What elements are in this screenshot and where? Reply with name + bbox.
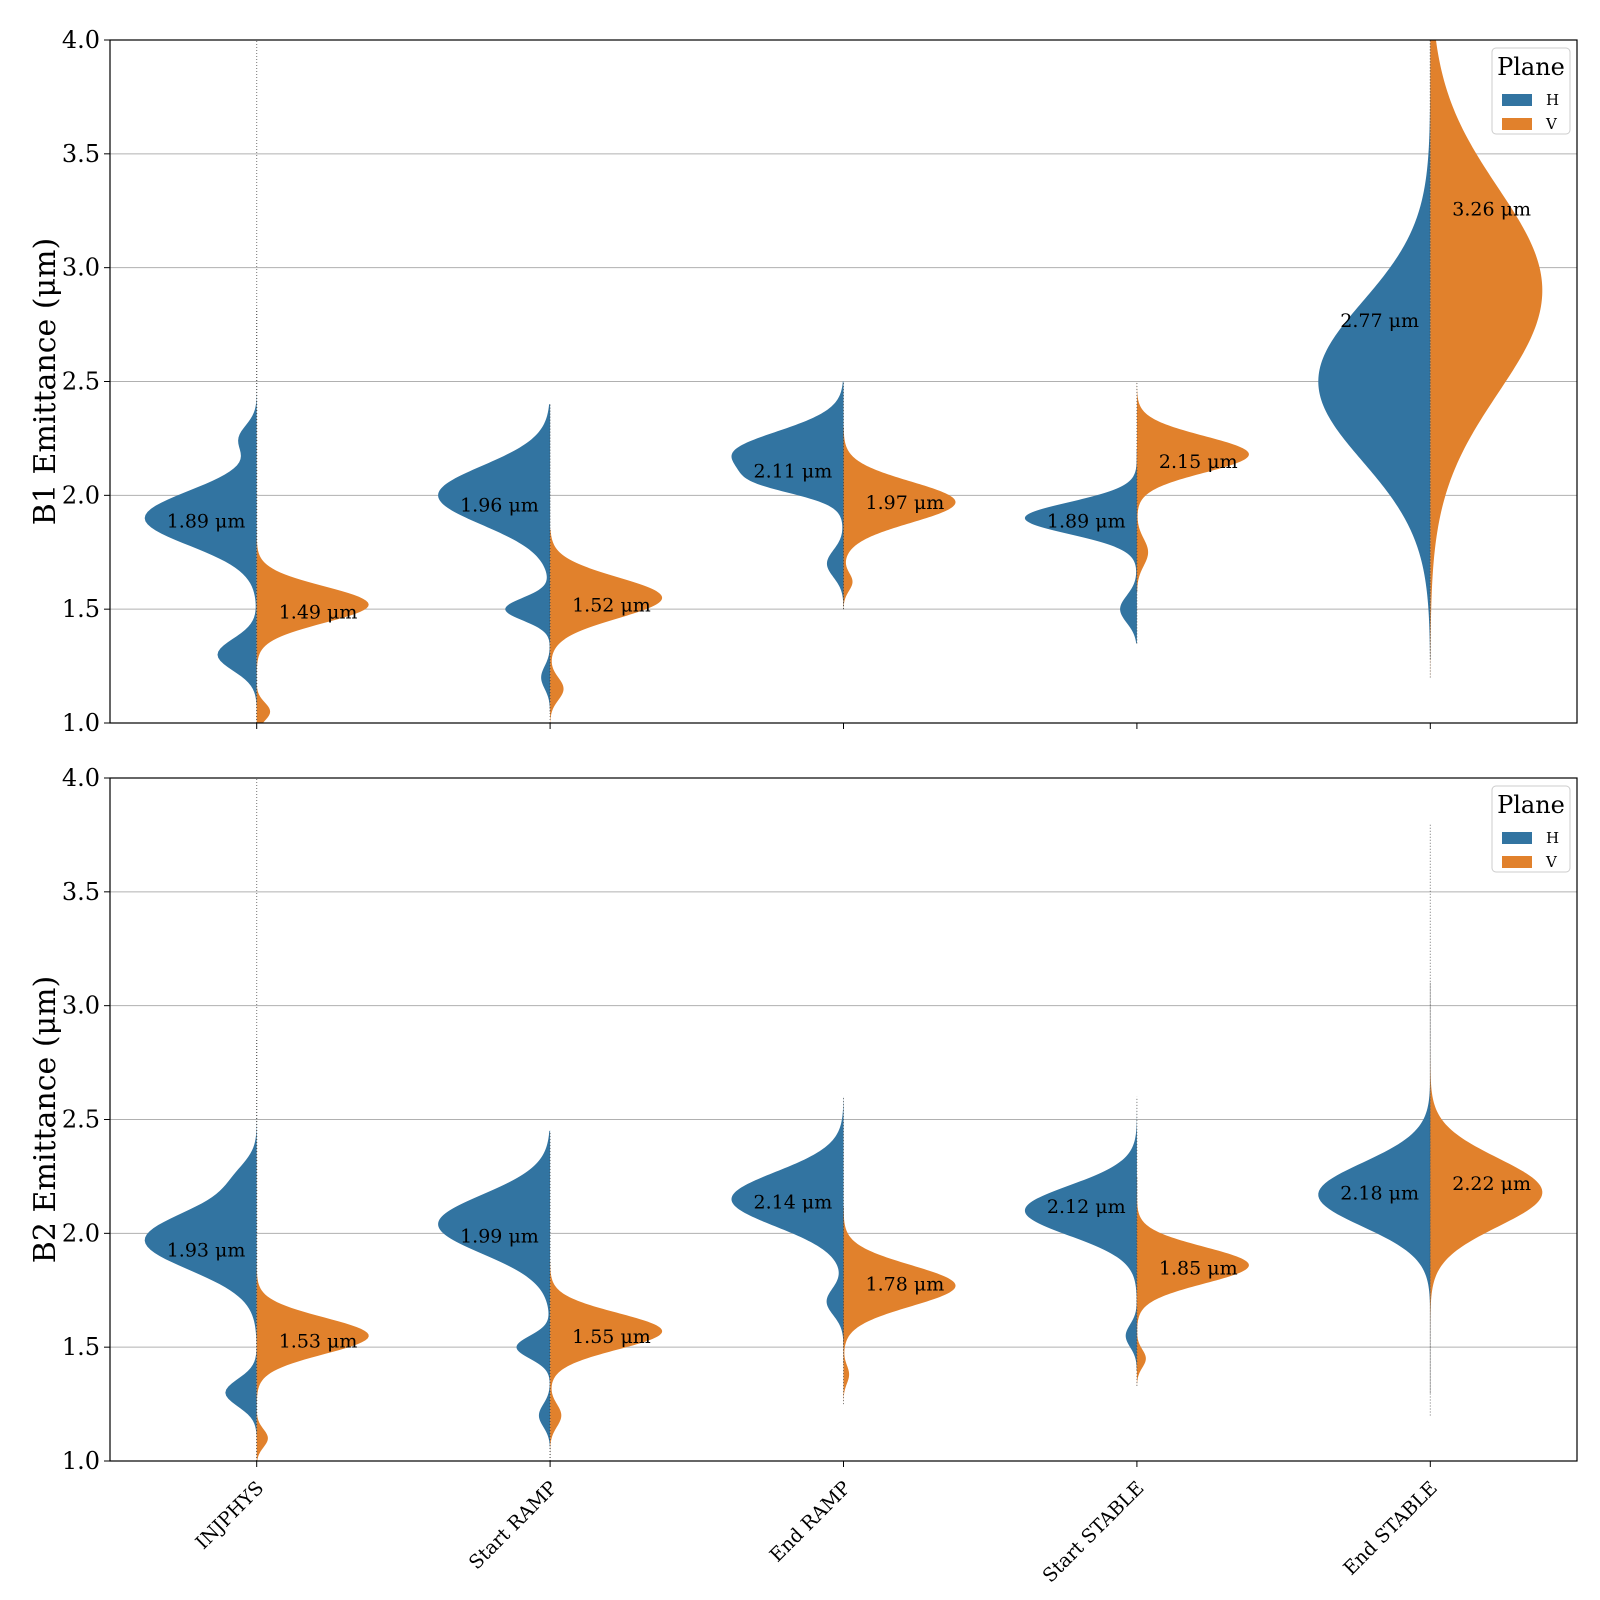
panel-b1: 1.0 1.5 2.0 2.5 3.0 3.5 4.0 1.89 μm 1.96 μm 2.11 … (28, 26, 1578, 737)
violin-h-3 (1024, 449, 1137, 644)
violin-h-2 (731, 1096, 844, 1364)
legend-entry-label: V (1545, 853, 1558, 871)
violin-v-3 (1136, 381, 1249, 591)
legend-entry-label: V (1545, 115, 1558, 133)
legend-swatch-h (1502, 832, 1532, 844)
median-label: 1.89 μm (167, 510, 246, 532)
y-tick-label: 2.0 (62, 481, 100, 509)
violin-v-3 (1136, 1176, 1249, 1386)
y-tick-label: 2.5 (62, 368, 100, 396)
median-label: 1.89 μm (1047, 510, 1126, 532)
median-label: 1.78 μm (866, 1273, 945, 1295)
median-label: 1.49 μm (279, 601, 358, 623)
median-label: 1.85 μm (1159, 1257, 1238, 1279)
y-tick-label: 3.0 (62, 992, 100, 1020)
median-label: 1.53 μm (279, 1330, 358, 1352)
y-tick-label: 4.0 (62, 764, 100, 792)
x-category-label: Start RAMP (465, 1477, 562, 1574)
x-category-label: INJPHYS (191, 1477, 268, 1554)
legend-swatch-h (1502, 94, 1532, 106)
y-axis-label: B2 Emittance (μm) (28, 976, 63, 1263)
legend: Plane HV (1491, 47, 1571, 135)
legend-entry-label: H (1546, 91, 1559, 109)
median-label: 2.14 μm (754, 1191, 833, 1213)
median-label: 1.55 μm (572, 1326, 651, 1348)
y-tick-label: 1.0 (62, 1447, 100, 1475)
violin-v-4 (1430, 40, 1543, 678)
violin-v-2 (843, 427, 956, 610)
violin-v-1 (550, 529, 663, 723)
violin-v-0 (256, 1039, 369, 1461)
median-label: 1.99 μm (460, 1226, 539, 1248)
legend: Plane HV (1491, 785, 1571, 873)
median-label: 2.12 μm (1047, 1196, 1126, 1218)
violin-h-3 (1024, 1096, 1137, 1370)
violin-v-0 (256, 308, 369, 723)
axes-frame (109, 39, 1578, 724)
panel-b2: 1.0 1.5 2.0 2.5 3.0 3.5 4.0 1.93 μm 1.99 μm 2.14 … (28, 764, 1578, 1587)
legend-swatch-v (1502, 856, 1532, 868)
y-tick-label: 2.0 (62, 1219, 100, 1247)
y-tick-label: 3.0 (62, 254, 100, 282)
median-label: 3.26 μm (1452, 198, 1531, 220)
violin-h-1 (438, 1130, 551, 1461)
x-category-label: Start STABLE (1038, 1477, 1148, 1587)
legend-title: Plane (1497, 53, 1565, 81)
violin-h-4 (1318, 40, 1431, 660)
series-h: 1.89 μm 1.96 μm 2.11 μm 1.89 μm 2.77 μm (144, 40, 1431, 723)
violin-h-4 (1318, 823, 1431, 1393)
violin-h-0 (144, 778, 257, 1461)
y-tick-label: 3.5 (62, 878, 100, 906)
y-tick-label: 1.0 (62, 709, 100, 737)
violin-v-2 (843, 1206, 956, 1405)
median-label: 2.18 μm (1340, 1182, 1419, 1204)
legend-entry-label: H (1546, 829, 1559, 847)
series-h: 1.93 μm 1.99 μm 2.14 μm 2.12 μm 2.18 μm (144, 778, 1431, 1461)
y-tick-label: 3.5 (62, 140, 100, 168)
median-label: 2.11 μm (754, 460, 833, 482)
x-category-label: End STABLE (1339, 1477, 1442, 1580)
y-tick-label: 4.0 (62, 26, 100, 54)
legend-swatch-v (1502, 118, 1532, 130)
panels-group: 1.0 1.5 2.0 2.5 3.0 3.5 4.0 1.89 μm 1.96 μm 2.11 … (28, 26, 1578, 1587)
median-label: 1.52 μm (572, 595, 651, 617)
series-v: 1.53 μm 1.55 μm 1.78 μm 1.85 μm 2.22 μm (256, 982, 1543, 1461)
violin-h-0 (144, 40, 257, 723)
legend-title: Plane (1497, 791, 1565, 819)
violin-v-4 (1430, 982, 1543, 1416)
violin-h-2 (731, 381, 844, 610)
median-label: 2.77 μm (1340, 310, 1419, 332)
legend-box (1491, 785, 1571, 873)
x-category-label: End RAMP (766, 1477, 856, 1567)
median-label: 2.15 μm (1159, 451, 1238, 473)
y-tick-label: 1.5 (62, 1333, 100, 1361)
y-tick-label: 1.5 (62, 595, 100, 623)
median-label: 1.97 μm (866, 492, 945, 514)
violin-v-1 (550, 1260, 663, 1461)
series-v: 1.49 μm 1.52 μm 1.97 μm 2.15 μm 3.26 μm (256, 40, 1543, 723)
legend-box (1491, 47, 1571, 135)
median-label: 1.96 μm (460, 494, 539, 516)
axes-frame (109, 777, 1578, 1462)
median-label: 2.22 μm (1452, 1173, 1531, 1195)
violin-h-1 (438, 404, 551, 712)
y-tick-label: 2.5 (62, 1106, 100, 1134)
y-axis-label: B1 Emittance (μm) (28, 238, 63, 525)
median-label: 1.93 μm (167, 1239, 246, 1261)
